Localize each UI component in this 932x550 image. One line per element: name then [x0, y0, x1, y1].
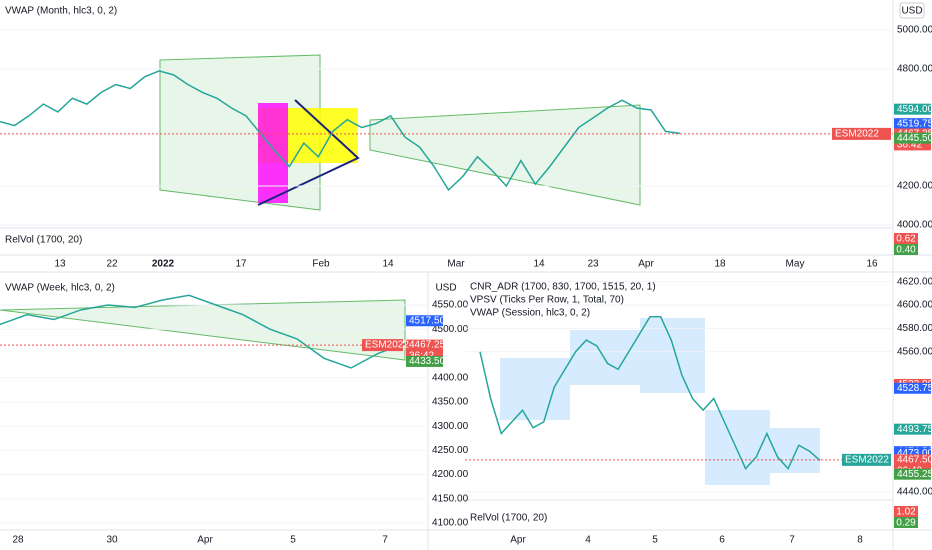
session-box [770, 428, 820, 473]
symbol: ESM2022 [835, 129, 879, 140]
y-tick-label: 4600.00 [897, 300, 932, 311]
y-tick-label: 4000.00 [897, 220, 932, 231]
x-tick-label: 7 [789, 535, 795, 546]
y-tick-label: 4150.00 [432, 493, 469, 504]
price-tag-label: 4517.50 [409, 315, 446, 326]
legend: VWAP (Session, hlc3, 0, 2) [470, 308, 590, 319]
x-tick-label: 4 [585, 535, 591, 546]
y-tick-label: 4250.00 [432, 445, 469, 456]
price-tag-label: 4493.75 [897, 424, 932, 435]
price-tag-label: 4519.75 [897, 118, 932, 129]
relvol-tag [894, 517, 918, 528]
y-tick-label: 4300.00 [432, 421, 469, 432]
x-tick-label: 14 [382, 259, 394, 270]
price-line [0, 70, 681, 192]
price-tag [894, 468, 931, 480]
x-tick-label: 14 [533, 259, 545, 270]
price-tag-label: 4445.50 [897, 133, 932, 144]
x-tick-label: Apr [510, 535, 526, 546]
y-tick-label: 4350.00 [432, 397, 469, 408]
countdown: 36:42 [897, 140, 922, 151]
relvol-high: 1.02 [896, 507, 916, 518]
y-tick-label: 4560.00 [897, 346, 932, 357]
y-tick-label: 4200.00 [897, 181, 932, 192]
x-tick-label: 22 [106, 259, 118, 270]
price-tag [894, 103, 931, 115]
x-tick-label: Apr [197, 535, 213, 546]
x-tick-label: 28 [12, 535, 24, 546]
x-tick-label: 5 [290, 535, 296, 546]
price-tag-label: 4433.50 [409, 356, 446, 367]
price-line [479, 315, 821, 470]
price-tag-label: 4528.75 [897, 383, 932, 394]
symbol-tag [842, 453, 891, 466]
session-box [705, 410, 770, 485]
x-tick-label: 16 [866, 259, 878, 270]
legend: RelVol (1700, 20) [470, 513, 547, 524]
currency: USD [435, 283, 456, 294]
relvol-tag [894, 506, 918, 517]
legend: CNR_ADR (1700, 830, 1700, 1515, 20, 1) [470, 282, 656, 293]
price-tag-label: 4473.00 [897, 448, 932, 459]
x-tick-label: 7 [382, 535, 388, 546]
currency-button[interactable] [899, 2, 925, 19]
x-tick-label: 30 [106, 535, 118, 546]
x-tick-label: 13 [54, 259, 66, 270]
session-box [640, 318, 705, 393]
x-tick-label: 8 [857, 535, 863, 546]
price-tag [894, 423, 931, 435]
session-box [500, 358, 570, 420]
y-tick-label: 4580.00 [897, 323, 932, 334]
y-tick-label: 4100.00 [432, 518, 469, 529]
x-tick-label: May [786, 259, 805, 270]
legend: RelVol (1700, 20) [5, 235, 82, 246]
price-tag [406, 355, 443, 367]
x-tick-label: Feb [312, 259, 330, 270]
y-tick-label: 4400.00 [432, 372, 469, 383]
trend-lines [257, 99, 360, 206]
price-tag-label: 4467.25 [409, 340, 446, 351]
legend: VPSV (Ticks Per Row, 1, Total, 70) [470, 295, 624, 306]
price-tag [894, 382, 931, 394]
legend: VWAP (Month, hlc3, 0, 2) [5, 6, 117, 17]
symbol: ESM2022 [365, 340, 409, 351]
session-box [570, 330, 640, 385]
x-tick-label: 5 [652, 535, 658, 546]
relvol-tag [894, 244, 918, 255]
y-tick-label: 4500.00 [432, 324, 469, 335]
currency[interactable]: USD [901, 6, 922, 17]
relvol-high: 0.62 [896, 234, 916, 245]
volume-profile [258, 103, 288, 203]
y-tick-label: 5000.00 [897, 25, 932, 36]
x-tick-label: 17 [235, 259, 247, 270]
price-line [0, 294, 406, 369]
x-tick-label: 23 [587, 259, 599, 270]
price-tag-label: 4594.00 [897, 104, 932, 115]
y-tick-label: 4550.00 [432, 300, 469, 311]
y-tick-label: 4620.00 [897, 276, 932, 287]
price-tag [894, 118, 931, 130]
price-tag-label: 4467.50 [897, 455, 932, 466]
x-tick-label: 2022 [152, 259, 175, 270]
relvol-low: 0.40 [896, 245, 916, 256]
y-tick-label: 4800.00 [897, 64, 932, 75]
relvol-tag [894, 233, 918, 244]
y-tick-label: 4200.00 [432, 469, 469, 480]
x-tick-label: Mar [447, 259, 465, 270]
price-tag [894, 447, 931, 459]
symbol-tag [362, 339, 403, 352]
price-tag-label: 4455.25 [897, 469, 932, 480]
price-tag [406, 315, 443, 327]
price-tag [894, 132, 931, 144]
x-tick-label: 18 [714, 259, 726, 270]
symbol: ESM2022 [845, 455, 889, 466]
y-tick-label: 4440.00 [897, 487, 932, 498]
relvol-low: 0.29 [896, 518, 916, 529]
x-tick-label: Apr [638, 259, 654, 270]
legend: VWAP (Week, hlc3, 0, 2) [5, 283, 115, 294]
x-tick-label: 6 [719, 535, 725, 546]
symbol-tag [832, 127, 891, 140]
